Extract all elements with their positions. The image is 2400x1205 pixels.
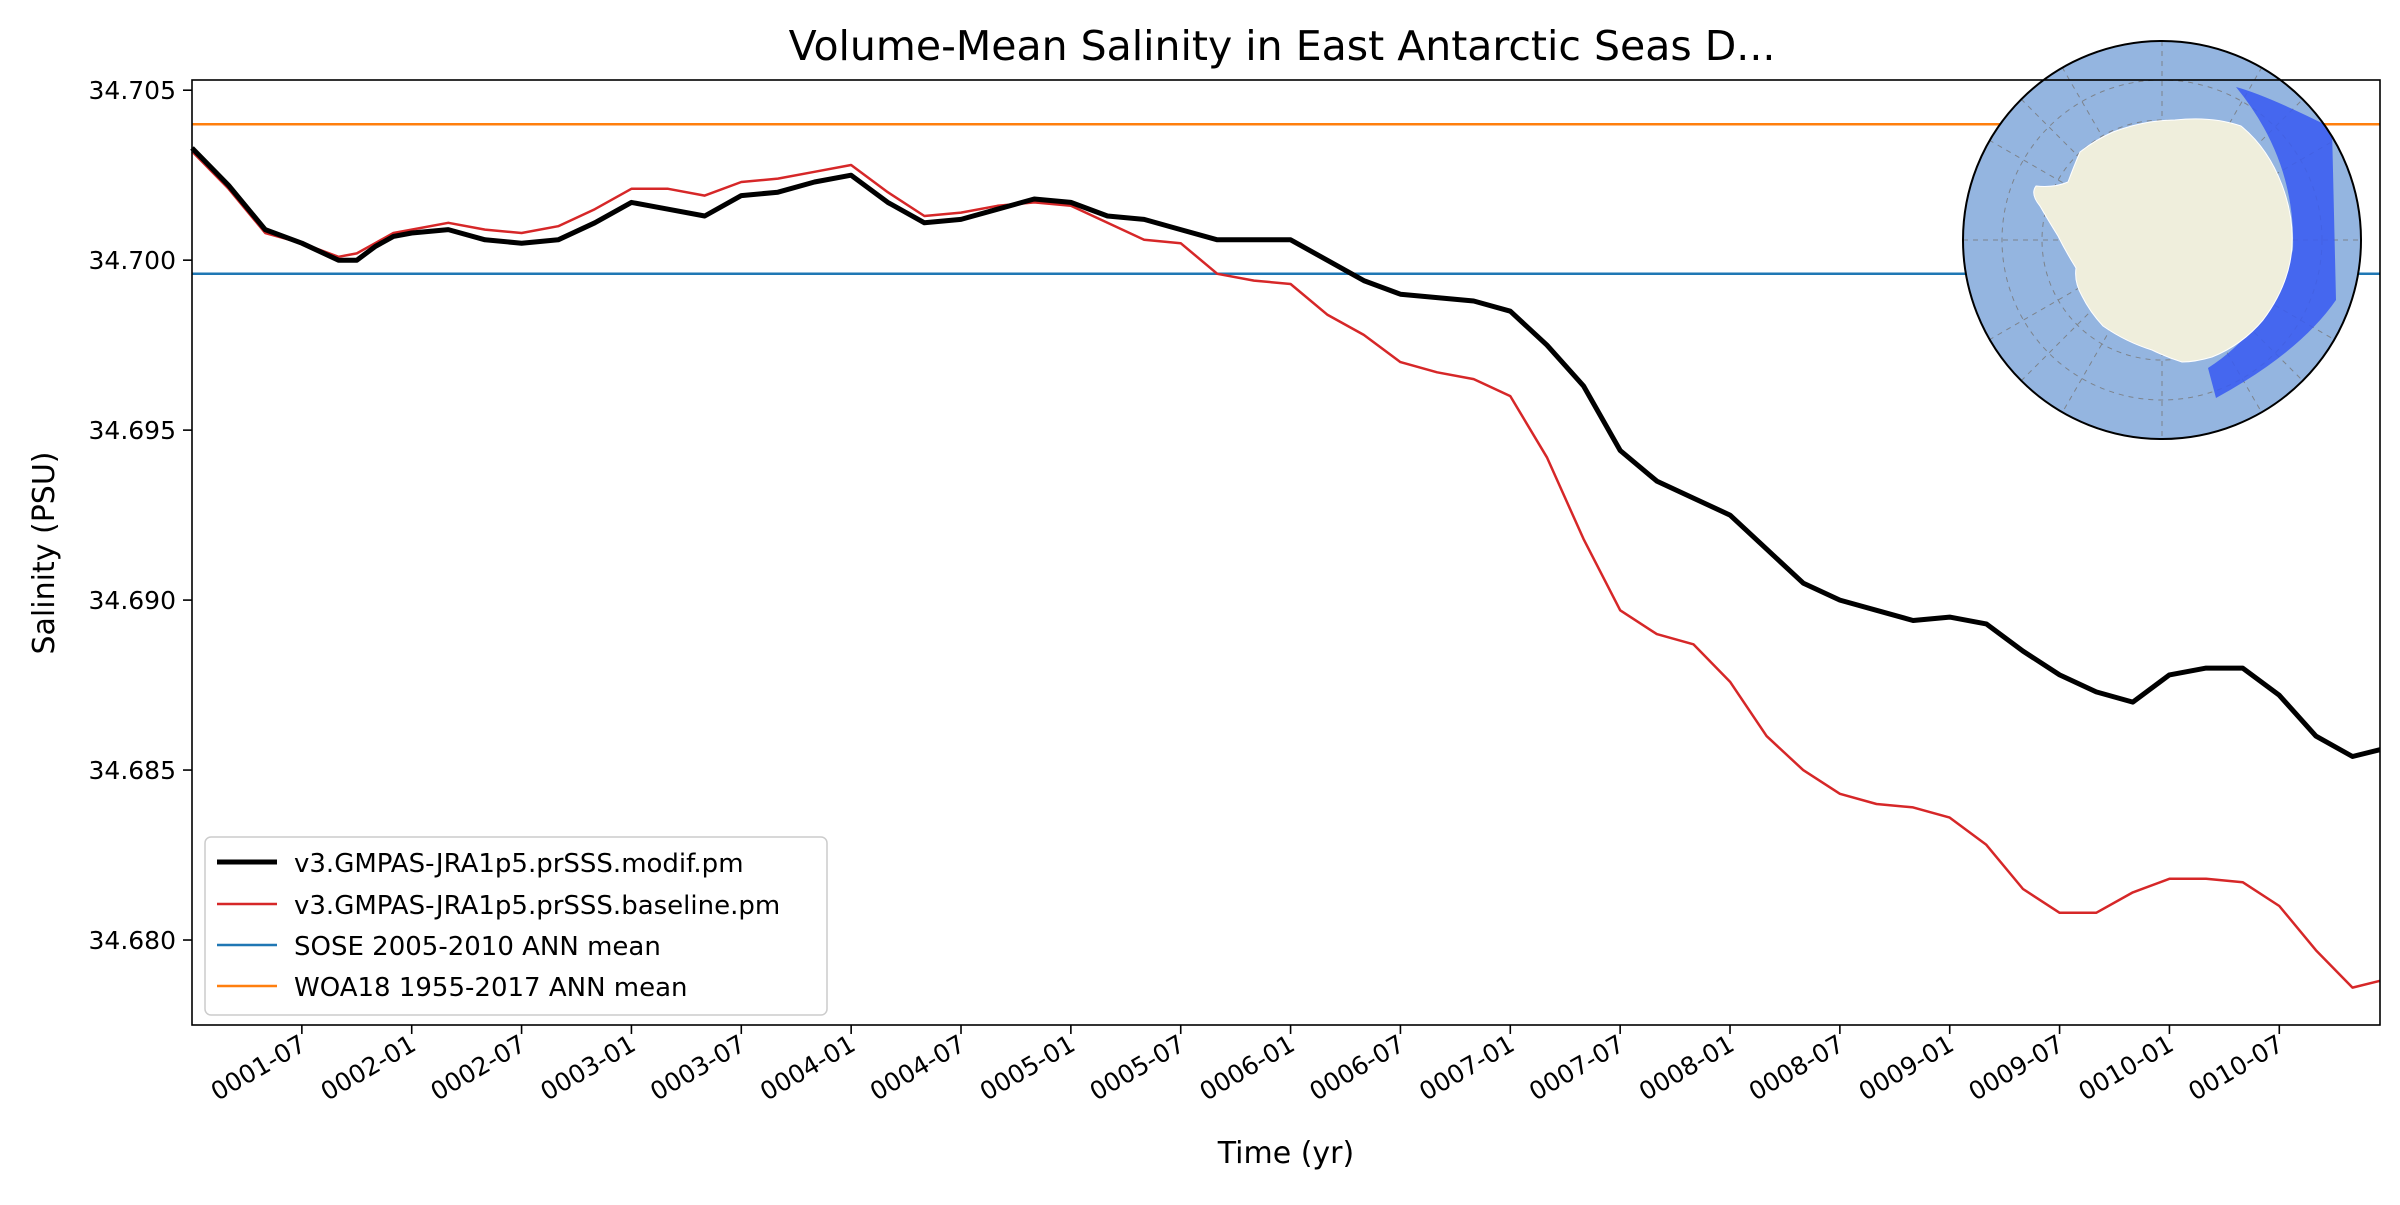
series-line-modif <box>190 146 2381 759</box>
x-tick-label: 0004-01 <box>755 1029 860 1106</box>
x-tick-label: 0002-07 <box>426 1029 531 1106</box>
x-tick-label: 0001-07 <box>206 1029 311 1106</box>
legend-label: v3.GMPAS-JRA1p5.prSSS.modif.pm <box>294 849 744 879</box>
legend: v3.GMPAS-JRA1p5.prSSS.modif.pm v3.GMPAS-… <box>204 836 828 1016</box>
x-axis-label: Time (yr) <box>1217 1136 1354 1171</box>
series-line-baseline <box>191 150 2381 989</box>
x-tick-label: 0008-07 <box>1744 1029 1849 1106</box>
x-tick-label: 0006-01 <box>1195 1029 1300 1106</box>
legend-box <box>204 836 828 1016</box>
legend-label: WOA18 1955-2017 ANN mean <box>294 973 688 1003</box>
x-tick-label: 0010-01 <box>2073 1029 2178 1106</box>
x-tick-label: 0009-01 <box>1854 1029 1959 1106</box>
x-tick-label: 0008-01 <box>1634 1029 1739 1106</box>
x-tick-label: 0002-01 <box>316 1029 421 1106</box>
legend-item: v3.GMPAS-JRA1p5.prSSS.baseline.pm <box>217 891 780 921</box>
legend-label: v3.GMPAS-JRA1p5.prSSS.baseline.pm <box>294 891 780 921</box>
south-polar-region-map <box>1962 40 2362 440</box>
y-tick-label: 34.685 <box>89 756 176 785</box>
y-axis-label: Salinity (PSU) <box>27 452 62 655</box>
highlighted-region <box>2208 87 2336 398</box>
antarctica-landmass <box>2033 118 2293 363</box>
legend-item: WOA18 1955-2017 ANN mean <box>217 973 688 1003</box>
x-tick-label: 0003-07 <box>645 1029 750 1106</box>
chart-title: Volume-Mean Salinity in East Antarctic S… <box>789 22 1776 70</box>
x-tick-label: 0005-07 <box>1085 1029 1190 1106</box>
x-tick-label: 0010-07 <box>2183 1029 2288 1106</box>
legend-label: SOSE 2005-2010 ANN mean <box>294 932 661 962</box>
x-tick-label: 0009-07 <box>1964 1029 2069 1106</box>
y-tick-label: 34.705 <box>89 76 176 105</box>
y-tick-label: 34.695 <box>89 416 176 445</box>
y-tick-label: 34.680 <box>89 926 176 955</box>
y-tick-label: 34.700 <box>89 246 176 275</box>
x-tick-label: 0004-07 <box>865 1029 970 1106</box>
map-border <box>1962 40 2362 440</box>
axes-frame <box>191 79 2381 1026</box>
x-tick-label: 0003-01 <box>535 1029 640 1106</box>
x-tick-label: 0005-01 <box>975 1029 1080 1106</box>
legend-item: SOSE 2005-2010 ANN mean <box>217 932 661 962</box>
x-tick-label: 0007-01 <box>1414 1029 1519 1106</box>
y-tick-label: 34.690 <box>89 586 176 615</box>
legend-item: v3.GMPAS-JRA1p5.prSSS.modif.pm <box>217 849 744 879</box>
x-tick-label: 0007-07 <box>1524 1029 1629 1106</box>
x-tick-label: 0006-07 <box>1304 1029 1409 1106</box>
